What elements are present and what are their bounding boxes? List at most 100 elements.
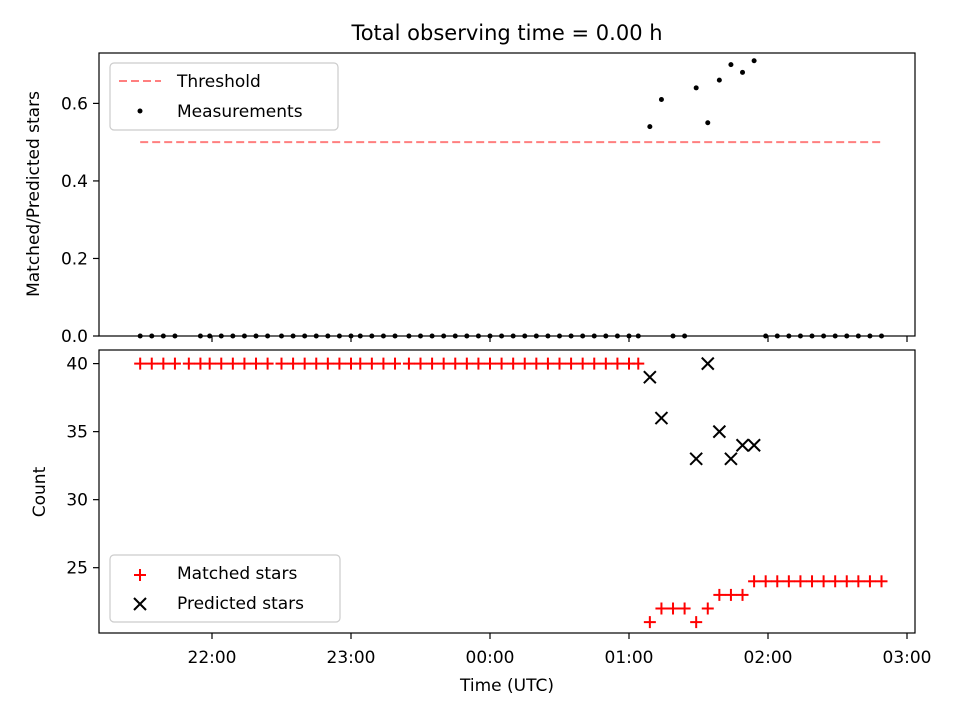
chart-title: Total observing time = 0.00 h [350, 21, 662, 45]
predicted-star-point [643, 370, 657, 384]
matched-star-point [748, 575, 761, 588]
matched-star-point [829, 575, 842, 588]
bottom-y-tick-label: 25 [66, 559, 88, 579]
matched-star-point [157, 357, 170, 370]
predicted-star-point [724, 452, 738, 466]
top-y-tick-label: 0.2 [61, 249, 88, 269]
matched-star-point [333, 357, 346, 370]
matched-star-point [875, 575, 888, 588]
matched-star-point [354, 357, 367, 370]
matched-star-point [576, 357, 589, 370]
legend-measurements-swatch [137, 108, 143, 114]
matched-star-point [507, 357, 520, 370]
bottom-legend: Matched stars Predicted stars [109, 554, 341, 623]
measurement-point [716, 77, 722, 83]
matched-star-point [806, 575, 819, 588]
top-x-ticks [211, 336, 908, 342]
bottom-y-ticks: 25 30 35 40 [66, 355, 99, 579]
matched-star-point [782, 575, 795, 588]
matched-star-point [460, 357, 473, 370]
matched-star-point [840, 575, 853, 588]
measurement-point [647, 124, 653, 130]
matched-star-point [437, 357, 450, 370]
legend-measurements-label: Measurements [177, 102, 303, 122]
matched-star-point [724, 588, 737, 601]
matched-star-point [495, 357, 508, 370]
top-y-tick-label: 0.4 [61, 172, 88, 192]
matched-star-point [643, 616, 656, 629]
matched-star-point [203, 357, 216, 370]
bottom-plot-area [134, 356, 888, 629]
matched-star-point [261, 357, 274, 370]
top-y-tick-label: 0.0 [61, 327, 88, 347]
matched-star-point [541, 357, 554, 370]
bottom-axes-frame [98, 349, 916, 634]
matched-star-point [632, 357, 645, 370]
matched-star-point [701, 602, 714, 615]
x-tick-label: 01:00 [605, 648, 654, 668]
bottom-y-tick-label: 35 [66, 423, 88, 443]
matched-star-point [565, 357, 578, 370]
measurement-point [751, 58, 757, 64]
predicted-star-point [712, 424, 727, 439]
predicted-star-point [701, 356, 715, 371]
matched-star-point [713, 588, 726, 601]
matched-star-point [365, 357, 378, 370]
predicted-star-point [735, 438, 750, 452]
top-y-ticks: 0.0 0.2 0.4 0.6 [61, 94, 99, 347]
top-legend-frame [109, 62, 339, 131]
matched-star-point [472, 357, 485, 370]
measurement-point [705, 120, 711, 126]
x-tick-label: 02:00 [744, 648, 793, 668]
matched-star-point [134, 357, 147, 370]
bottom-x-ticks: 22:00 23:00 00:00 01:00 02:00 03:00 [188, 633, 932, 668]
matched-star-point [426, 357, 439, 370]
legend-predicted-swatch [133, 597, 147, 611]
matched-star-point [250, 357, 263, 370]
matched-star-point [852, 575, 865, 588]
x-axis-label: Time (UTC) [459, 676, 554, 696]
matched-star-point [402, 357, 415, 370]
measurement-point [693, 85, 699, 91]
predicted-star-point [747, 438, 761, 452]
matched-star-point [275, 357, 288, 370]
matched-star-point [863, 575, 876, 588]
matched-star-point [310, 357, 323, 370]
measurement-point [740, 69, 746, 75]
matched-star-point [690, 616, 703, 629]
matched-star-point [321, 357, 334, 370]
matched-star-point [759, 575, 772, 588]
matched-star-point [667, 602, 680, 615]
top-panel: 0.0 0.2 0.4 0.6 Matched/Predicted stars Thr… [24, 52, 916, 347]
matched-star-point [530, 357, 543, 370]
x-tick-label: 22:00 [188, 648, 237, 668]
bottom-legend-frame [109, 554, 341, 623]
matched-star-point [588, 357, 601, 370]
matched-star-point [611, 357, 624, 370]
legend-threshold-label: Threshold [176, 72, 261, 92]
measurement-point [728, 62, 734, 68]
top-y-axis-label: Matched/Predicted stars [24, 91, 44, 297]
matched-star-point [298, 357, 311, 370]
matched-star-point [794, 575, 807, 588]
matched-star-point [484, 357, 496, 370]
matched-star-point [771, 575, 784, 588]
matched-star-point [518, 357, 531, 370]
matched-star-point [414, 357, 427, 370]
predicted-star-point [654, 411, 669, 425]
matched-star-point [215, 357, 228, 370]
top-legend: Threshold Measurements [109, 62, 339, 131]
x-tick-label: 23:00 [327, 648, 376, 668]
legend-predicted-label: Predicted stars [177, 594, 304, 614]
matched-star-point [226, 357, 239, 370]
matched-star-point [599, 357, 612, 370]
matched-star-point [817, 575, 830, 588]
matched-star-point [287, 357, 300, 370]
x-tick-label: 03:00 [883, 648, 932, 668]
legend-matched-label: Matched stars [177, 564, 297, 584]
matched-star-point [377, 357, 390, 370]
matched-star-point [655, 602, 668, 615]
matched-star-point [182, 357, 195, 370]
